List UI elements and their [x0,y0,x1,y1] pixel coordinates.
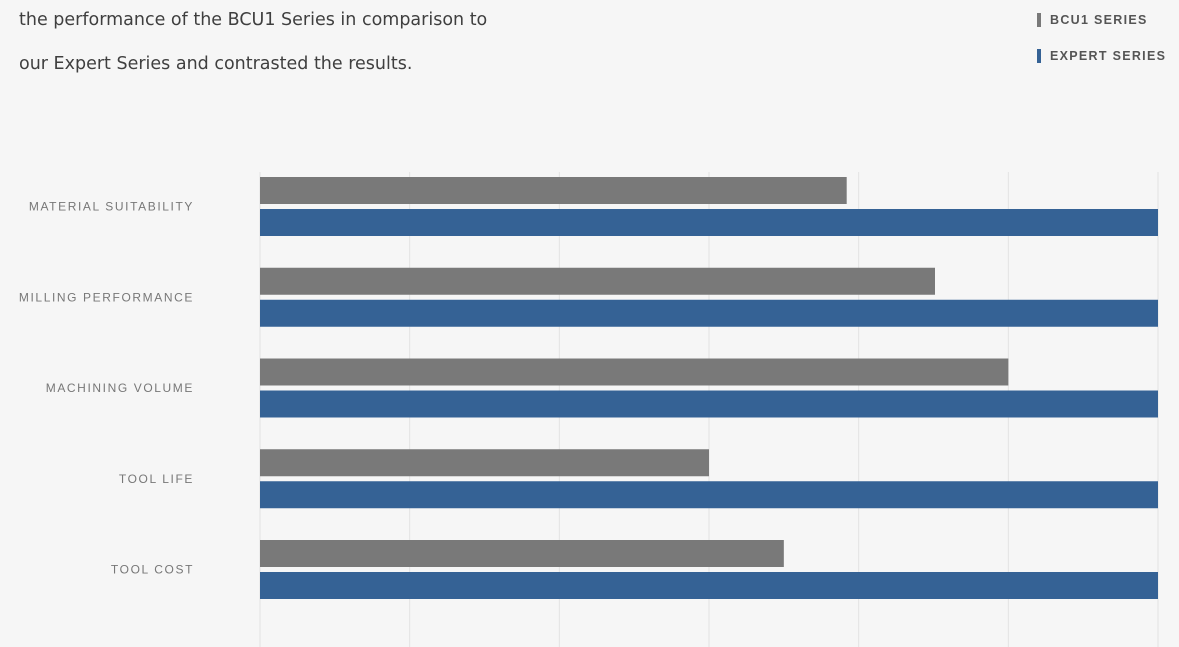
legend-swatch-expert [1037,49,1041,63]
legend-item-expert: EXPERT SERIES [1037,48,1166,64]
legend-item-bcu1: BCU1 SERIES [1037,12,1148,28]
bar-expert-machining-volume [260,390,1158,418]
bar-bcu1-milling-performance [260,267,935,295]
bar-bcu1-machining-volume [260,358,1009,386]
category-label-tool-life: TOOL LIFE [119,472,194,486]
legend-label-bcu1: BCU1 SERIES [1050,13,1148,27]
intro-text: the performance of the BCU1 Series in co… [19,0,639,86]
legend-swatch-bcu1 [1037,13,1041,27]
category-label-milling-performance: MILLING PERFORMANCE [19,290,194,304]
bar-bcu1-tool-cost [260,540,784,567]
bar-expert-milling-performance [260,299,1158,327]
category-label-material-suitability: MATERIAL SUITABILITY [29,200,194,214]
category-label-tool-cost: TOOL COST [111,563,194,577]
bar-bcu1-tool-life [260,449,709,477]
legend-label-expert: EXPERT SERIES [1050,49,1167,63]
bar-expert-material-suitability [260,209,1158,236]
intro-line-1: the performance of the BCU1 Series in co… [19,10,488,30]
bar-expert-tool-life [260,481,1158,509]
bar-bcu1-material-suitability [260,177,847,204]
bar-expert-tool-cost [260,572,1158,599]
intro-line-2: our Expert Series and contrasted the res… [19,54,413,74]
category-label-machining-volume: MACHINING VOLUME [46,381,194,395]
